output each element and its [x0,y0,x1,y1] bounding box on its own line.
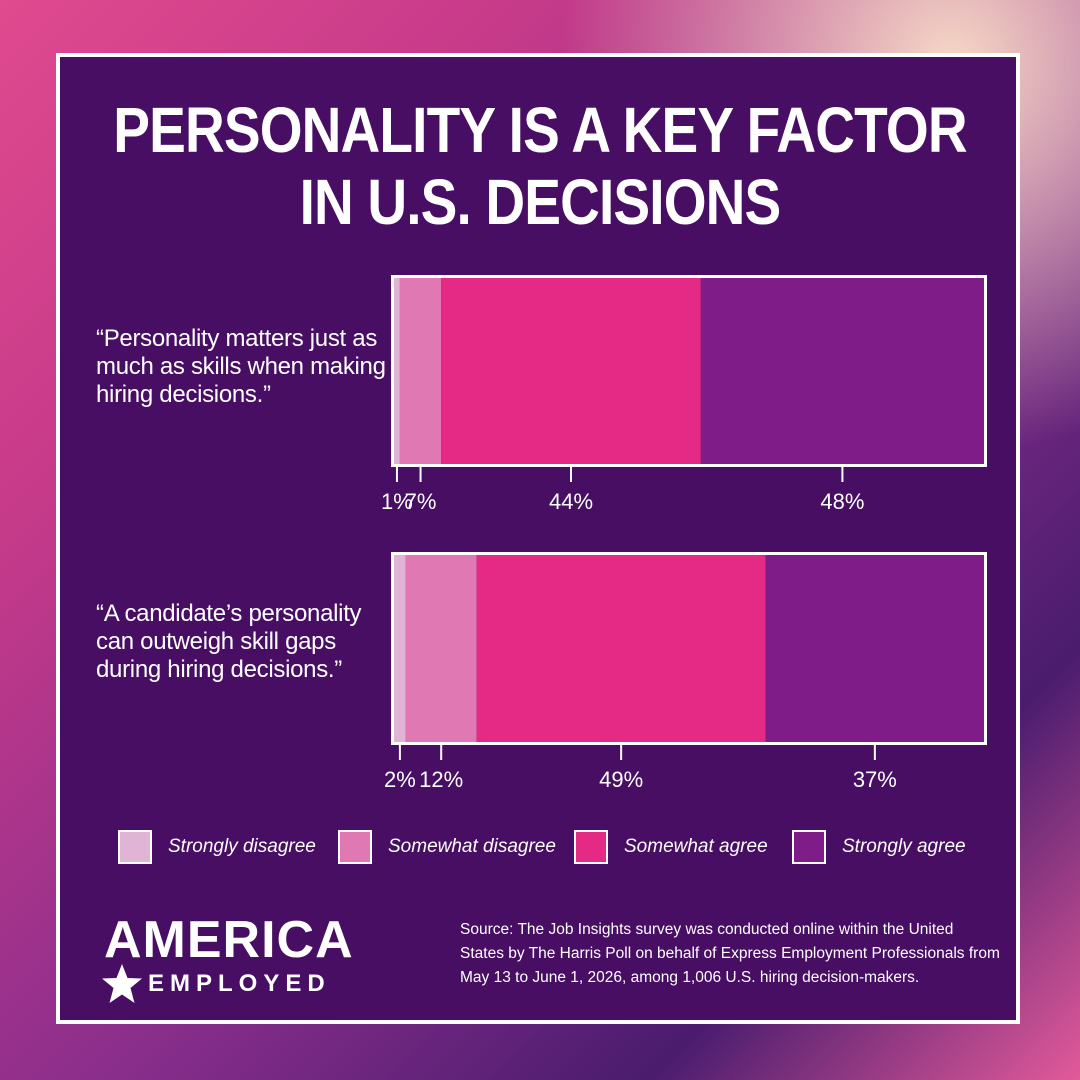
legend-label-strongly-disagree: Strongly disagree [168,836,316,857]
bar-segment-somewhat-agree-row-2 [476,555,766,742]
legend-swatch-strongly-disagree [118,830,152,864]
legend-item-somewhat-disagree: Somewhat disagree [338,830,556,864]
data-label-somewhat-disagree-row-2: 12% [419,767,463,792]
bar-segment-somewhat-agree-row-1 [441,278,701,464]
source-note: Source: The Job Insights survey was cond… [460,921,1000,986]
bar-frame-row-2 [391,552,987,745]
bar-segment-strongly-disagree-row-1 [394,278,400,464]
bar-frame-row-1 [391,275,987,467]
data-label-somewhat-agree-row-2: 49% [599,767,643,792]
data-label-somewhat-agree-row-1: 44% [549,489,593,514]
legend-item-strongly-agree: Strongly agree [792,830,966,864]
data-label-strongly-disagree-row-1: 1% [381,489,413,514]
legend-label-strongly-agree: Strongly agree [842,836,966,857]
legend-label-somewhat-agree: Somewhat agree [624,836,768,857]
logo-wordmark: AMERICA [104,911,354,969]
content-panel [56,53,1020,1024]
logo-subtitle: EMPLOYED [148,970,331,997]
bar-segment-somewhat-disagree-row-1 [399,278,442,464]
bar-segment-somewhat-disagree-row-2 [405,555,477,742]
category-label-personality-outweighs: “A candidate’s personality can outweigh … [96,600,362,683]
legend-item-somewhat-agree: Somewhat agree [574,830,768,864]
data-label-strongly-agree-row-2: 37% [853,767,897,792]
category-label-personality-matters: “Personality matters just as much as ski… [96,325,386,408]
legend-swatch-somewhat-agree [574,830,608,864]
legend-swatch-somewhat-disagree [338,830,372,864]
data-label-strongly-agree-row-1: 48% [820,489,864,514]
bar-segment-strongly-disagree-row-2 [394,555,406,742]
star-icon [102,964,142,1003]
legend-item-strongly-disagree: Strongly disagree [118,830,316,864]
bar-segment-strongly-agree-row-2 [765,555,984,742]
legend-label-somewhat-disagree: Somewhat disagree [388,836,556,857]
america-employed-logo: AMERICA EMPLOYED [100,911,400,1003]
chart-title-line-2: IN U.S. DECISIONS [299,166,782,238]
data-label-strongly-disagree-row-2: 2% [384,767,416,792]
bar-segment-strongly-agree-row-1 [700,278,984,464]
data-label-somewhat-disagree-row-1: 7% [405,489,437,514]
chart-title-line-1: PERSONALITY IS A KEY FACTOR [113,94,967,166]
legend-swatch-strongly-agree [792,830,826,864]
